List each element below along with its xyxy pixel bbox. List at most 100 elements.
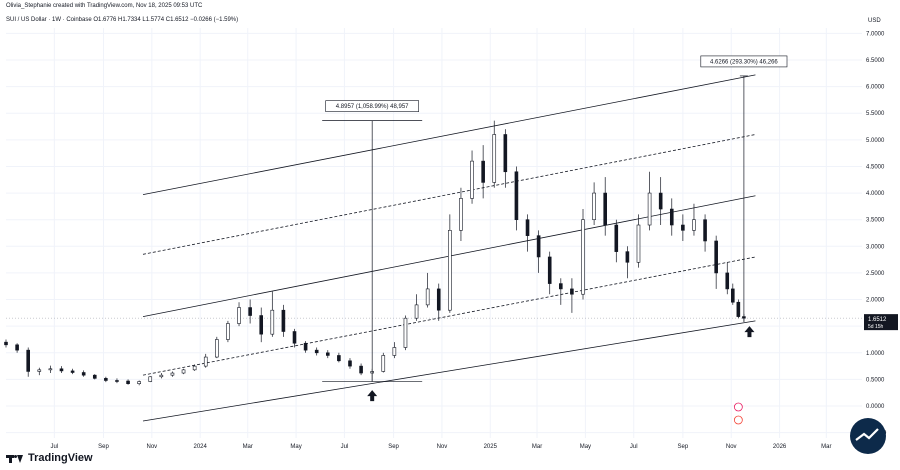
candle-body xyxy=(692,219,696,231)
x-tick-label: Sep xyxy=(388,444,399,450)
channel-dashed-line xyxy=(142,256,756,376)
candle-body xyxy=(148,376,153,382)
candle-body xyxy=(614,224,619,252)
candle-body xyxy=(703,219,707,242)
x-tick-label: 2024 xyxy=(194,444,208,450)
candle-body xyxy=(281,309,286,332)
candle-body xyxy=(603,192,608,226)
candle-body xyxy=(137,381,141,384)
measure-label: 4.6266 (293.30%) 46,266 xyxy=(710,59,778,65)
x-tick-label: Sep xyxy=(678,444,689,450)
x-tick-label: Nov xyxy=(437,444,448,450)
candle-body xyxy=(359,365,363,374)
y-tick-label: 2.5000 xyxy=(866,271,885,277)
candle-body xyxy=(647,192,652,226)
channel-solid-line xyxy=(142,74,756,196)
brand-name: TradingView xyxy=(28,452,93,464)
candle-body xyxy=(81,372,86,376)
candle-body xyxy=(725,272,730,290)
candle-body xyxy=(270,309,275,335)
candle-body xyxy=(59,368,64,372)
x-tick-label: Mar xyxy=(532,444,542,450)
y-tick-label: 6.0000 xyxy=(866,85,885,91)
x-tick-label: Mar xyxy=(243,444,253,450)
candle-body xyxy=(26,349,30,372)
y-tick-label: 3.0000 xyxy=(866,244,885,250)
y-tick-label: 3.5000 xyxy=(866,218,885,224)
candle-body xyxy=(559,283,563,290)
candle-body xyxy=(115,380,119,382)
x-tick-label: May xyxy=(290,444,301,450)
candle-body xyxy=(503,134,508,173)
x-tick-label: May xyxy=(580,444,591,450)
tradingview-logo-icon xyxy=(6,453,24,463)
y-tick-label: 6.5000 xyxy=(866,58,885,64)
event-icon xyxy=(733,415,743,425)
candle-body xyxy=(37,369,42,372)
candle-body xyxy=(536,235,541,258)
candle-body xyxy=(459,198,463,231)
candle-body xyxy=(104,378,108,381)
measure-label-box xyxy=(325,100,419,112)
symbol-info: SUI / US Dollar · 1W · Coinbase O1.6776 … xyxy=(6,17,239,23)
candle-body xyxy=(192,365,197,371)
candle-body xyxy=(669,208,674,226)
candle-body xyxy=(126,380,130,384)
y-tick-label: 2.0000 xyxy=(866,298,885,304)
y-tick-label: 7.0000 xyxy=(866,31,885,37)
channel-dashed-line xyxy=(142,134,756,255)
y-tick-label: 0.0000 xyxy=(866,404,885,410)
candle-body xyxy=(15,344,19,351)
candle-body xyxy=(514,171,519,220)
candle-body xyxy=(70,370,75,373)
candle-body xyxy=(237,307,241,324)
x-tick-label: Nov xyxy=(726,444,737,450)
candle-body xyxy=(248,307,252,316)
price-tag-countdown: 5d 15h xyxy=(868,324,884,330)
candle-body xyxy=(403,317,408,348)
candle-body xyxy=(625,251,630,263)
candle-body xyxy=(303,342,308,351)
candle-body xyxy=(681,224,685,231)
arrow-up-icon xyxy=(744,326,755,338)
y-tick-label: 4.0000 xyxy=(866,191,885,197)
candle-body xyxy=(731,288,735,303)
candle-body xyxy=(547,256,552,284)
candle-body xyxy=(181,369,186,374)
candle-body xyxy=(170,372,175,376)
candle-body xyxy=(448,230,452,311)
x-tick-label: Jul xyxy=(51,444,59,450)
x-tick-label: Sep xyxy=(98,444,109,450)
candle-body xyxy=(48,368,53,371)
candle-body xyxy=(381,355,386,372)
candle-body xyxy=(525,219,530,236)
event-icon xyxy=(733,402,743,412)
candle-body xyxy=(325,352,330,356)
measure-label: 4.8957 (1,058.99%) 48,957 xyxy=(336,104,409,110)
candle-body xyxy=(658,192,663,210)
candle-body xyxy=(570,288,574,295)
price-tag-box xyxy=(864,314,898,331)
candle-body xyxy=(226,323,230,340)
candle-body xyxy=(581,219,585,295)
candle-body xyxy=(636,224,641,263)
candle-body xyxy=(215,339,219,358)
x-tick-label: Jul xyxy=(630,444,638,450)
chart-logo-stroke xyxy=(855,428,879,441)
x-tick-label: Mar xyxy=(821,444,831,450)
candle-body xyxy=(414,304,419,319)
y-tick-label: 1.0000 xyxy=(866,351,885,357)
candle-body xyxy=(314,349,319,354)
candle-body xyxy=(592,192,596,220)
x-tick-label: 2026 xyxy=(773,444,787,450)
candle-body xyxy=(470,160,474,199)
arrow-up-icon xyxy=(367,390,378,402)
measure-label-box xyxy=(700,55,788,68)
candle-body xyxy=(392,347,397,356)
candle-body xyxy=(4,341,8,346)
y-tick-label: 0.5000 xyxy=(866,377,885,383)
candle-body xyxy=(736,301,741,317)
candle-body xyxy=(425,288,430,306)
candle-body xyxy=(481,160,485,183)
